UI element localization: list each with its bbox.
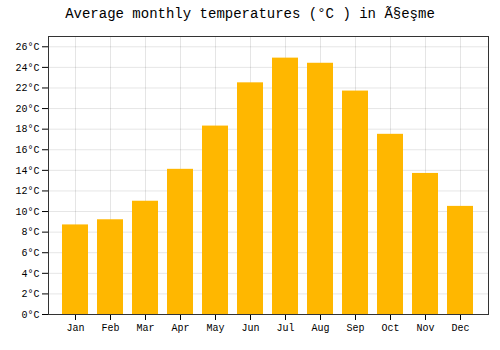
svg-text:Jan: Jan <box>66 323 84 334</box>
svg-text:Dec: Dec <box>451 323 469 334</box>
svg-text:12°C: 12°C <box>15 186 39 197</box>
svg-text:Jun: Jun <box>241 323 259 334</box>
svg-text:6°C: 6°C <box>21 248 39 259</box>
svg-text:10°C: 10°C <box>15 207 39 218</box>
svg-text:18°C: 18°C <box>15 124 39 135</box>
svg-text:Apr: Apr <box>171 323 189 334</box>
svg-text:20°C: 20°C <box>15 104 39 115</box>
svg-text:0°C: 0°C <box>21 310 39 321</box>
svg-text:14°C: 14°C <box>15 166 39 177</box>
svg-text:May: May <box>206 323 224 334</box>
svg-text:22°C: 22°C <box>15 83 39 94</box>
svg-text:Oct: Oct <box>381 323 399 334</box>
svg-text:4°C: 4°C <box>21 269 39 280</box>
svg-text:8°C: 8°C <box>21 227 39 238</box>
svg-text:Jul: Jul <box>276 323 294 334</box>
svg-text:16°C: 16°C <box>15 145 39 156</box>
svg-text:24°C: 24°C <box>15 63 39 74</box>
svg-text:2°C: 2°C <box>21 289 39 300</box>
svg-text:Mar: Mar <box>136 323 154 334</box>
svg-text:Sep: Sep <box>346 323 364 334</box>
html-text:Average monthly temperatures (: Average monthly temperatures (°C ) in Ã§… <box>65 6 435 22</box>
svg-text:Nov: Nov <box>416 323 434 334</box>
svg-text:Aug: Aug <box>311 323 329 334</box>
svg-text:26°C: 26°C <box>15 42 39 53</box>
svg-text:Feb: Feb <box>101 323 119 334</box>
